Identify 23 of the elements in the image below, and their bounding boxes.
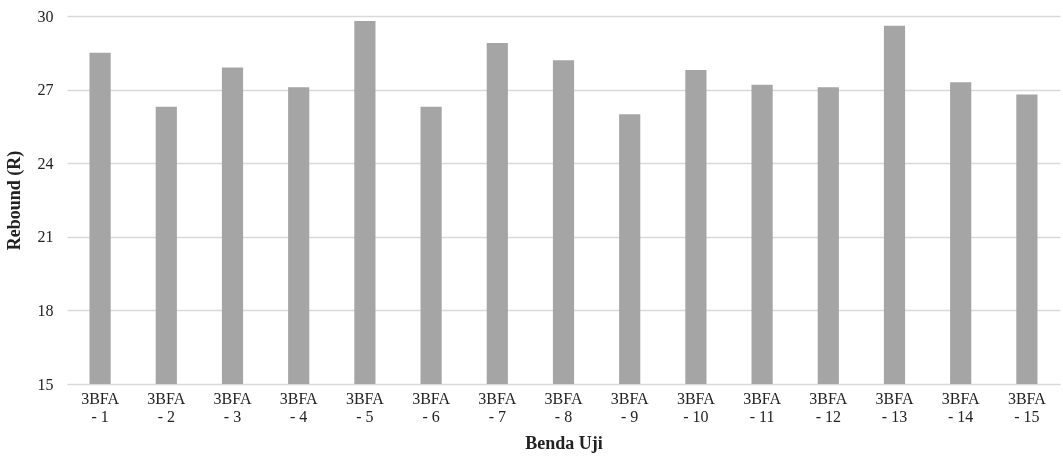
x-tick-label: 3BFA - 12 <box>809 389 848 425</box>
x-tick-label: 3BFA - 14 <box>941 389 981 425</box>
y-tick-label: 27 <box>37 81 54 99</box>
x-tick-label: 3BFA - 10 <box>676 389 716 425</box>
y-axis-title: Rebound (R) <box>3 150 25 251</box>
x-tick-label: 3BFA - 15 <box>1007 389 1047 425</box>
x-tick-label: 3BFA - 2 <box>147 389 186 425</box>
x-tick-label: 3BFA - 8 <box>544 389 583 425</box>
y-tick-label: 21 <box>37 228 54 246</box>
y-tick-label: 24 <box>37 154 54 172</box>
x-tick-label: 3BFA - 6 <box>412 389 451 425</box>
y-tick-label: 30 <box>37 7 54 25</box>
x-tick-label: 3BFA - 11 <box>743 389 782 425</box>
y-tick-label: 18 <box>37 301 54 319</box>
x-tick-label: 3BFA - 9 <box>610 389 650 425</box>
x-tick-label: 3BFA - 5 <box>345 389 385 425</box>
x-axis-title: Benda Uji <box>525 432 603 453</box>
y-tick-label: 15 <box>37 375 54 393</box>
x-tick-label: 3BFA - 13 <box>875 389 914 425</box>
x-tick-label: 3BFA - 3 <box>213 389 252 425</box>
x-tick-label: 3BFA - 1 <box>81 389 120 425</box>
x-tick-label: 3BFA - 7 <box>478 389 517 425</box>
x-tick-label: 3BFA - 4 <box>279 389 319 425</box>
